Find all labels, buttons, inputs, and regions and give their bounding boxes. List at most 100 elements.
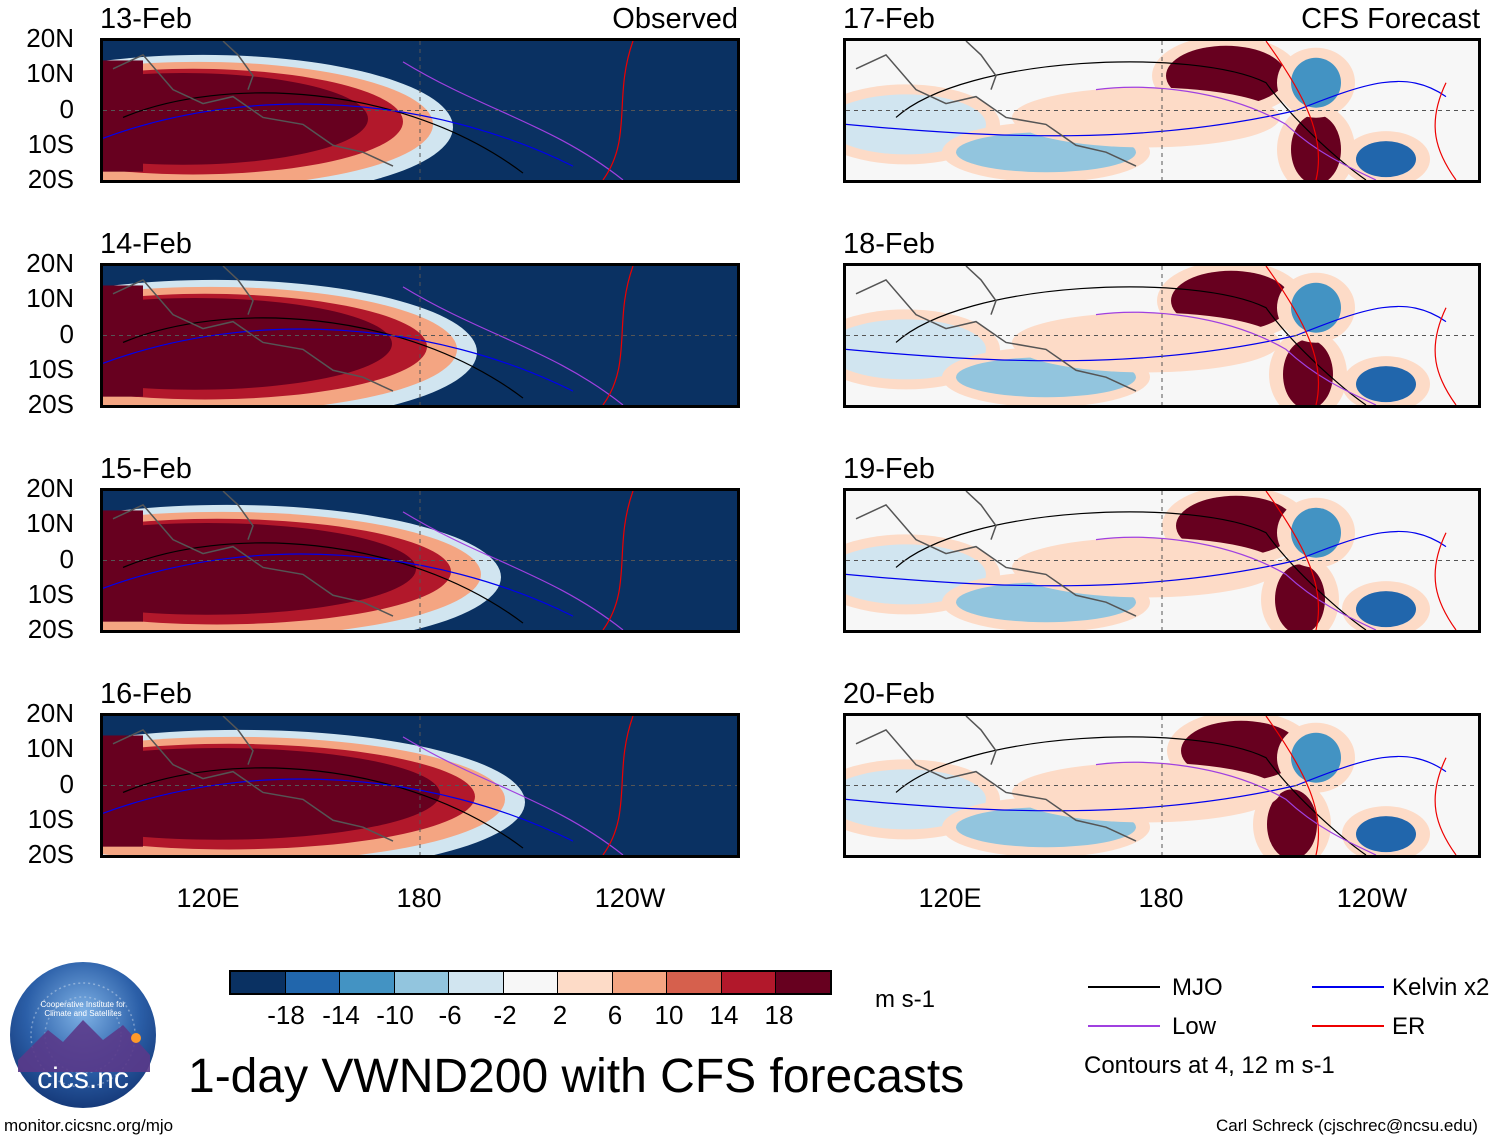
map-panel-observed	[100, 38, 740, 183]
map-panel-forecast	[843, 488, 1481, 633]
low-contour	[1095, 536, 1377, 630]
lat-tick-label: 0	[59, 544, 74, 574]
kelvin-contour	[846, 80, 1447, 137]
lat-tick-label: 0	[59, 94, 74, 124]
kelvin-contour	[103, 328, 574, 392]
er-contour	[602, 41, 634, 180]
lon-tick-label: 180	[396, 883, 442, 913]
map-panel-observed	[100, 488, 740, 633]
panel-date: 17-Feb	[843, 3, 935, 35]
colorbar-swatch	[339, 972, 394, 993]
vwind-anomaly-area	[1181, 720, 1301, 781]
panel-date: 15-Feb	[100, 453, 192, 485]
low-contour	[402, 736, 624, 855]
lat-tick-label: 0	[59, 769, 74, 799]
er-contour	[1265, 266, 1457, 405]
coastline	[965, 716, 997, 765]
lat-tick-label: 20N	[26, 248, 74, 278]
vwind-anomaly-area	[846, 94, 986, 155]
vwind-anomaly-area	[1291, 732, 1341, 783]
colorbar-tick-label: 6	[607, 1000, 623, 1030]
vwind-anomaly-area	[1291, 507, 1341, 558]
vwind-anomaly-area	[846, 769, 986, 830]
legend-swatch-kelvin	[1312, 986, 1384, 988]
map-svg	[103, 41, 737, 180]
vwind-anomaly-area	[1356, 366, 1416, 403]
colorbar-tick-label: 14	[709, 1000, 739, 1030]
colorbar-tick-label: -2	[493, 1000, 517, 1030]
lat-tick-label: 10S	[27, 579, 74, 609]
legend-swatch-er	[1312, 1025, 1384, 1027]
lat-tick-label: 10S	[27, 129, 74, 159]
legend-label-er: ER	[1392, 1013, 1426, 1040]
observed-column-title: Observed	[612, 3, 738, 35]
mjo-contour	[895, 511, 1367, 630]
lat-tick-label: 10N	[26, 733, 74, 763]
kelvin-contour	[846, 755, 1447, 812]
er-contour	[602, 491, 634, 630]
vwind-anomaly-area	[1356, 141, 1416, 178]
colorbar-swatch	[284, 972, 340, 993]
kelvin-contour	[103, 103, 574, 167]
lat-tick-label: 20S	[27, 164, 74, 194]
panel-date: 16-Feb	[100, 678, 192, 710]
vwind-positive-core	[103, 510, 143, 622]
colorbar-tick-label: -18	[267, 1000, 305, 1030]
map-svg	[103, 716, 737, 855]
panel-date: 18-Feb	[843, 228, 935, 260]
map-panel-forecast	[843, 713, 1481, 858]
map-svg	[846, 491, 1478, 630]
mjo-contour	[122, 317, 524, 399]
colorbar-tick-label: -6	[438, 1000, 462, 1030]
vwind-positive-core	[103, 285, 143, 397]
er-contour	[602, 716, 634, 855]
mjo-contour	[895, 286, 1367, 405]
coastline	[855, 503, 1137, 617]
panel-date: 14-Feb	[100, 228, 192, 260]
er-contour	[1265, 716, 1457, 855]
map-panel-observed	[100, 713, 740, 858]
vwind-anomaly-area	[1026, 322, 1266, 363]
lat-tick-label: 20N	[26, 698, 74, 728]
colorbar-swatch	[557, 972, 612, 993]
lon-tick-label: 120E	[176, 883, 240, 913]
colorbar-swatch	[393, 972, 449, 993]
vwind-positive-core	[103, 522, 416, 615]
coastline	[965, 266, 997, 315]
main-title: 1-day VWND200 with CFS forecasts	[188, 1050, 965, 1103]
low-contour	[402, 511, 624, 630]
low-contour	[402, 61, 624, 180]
lat-tick-label: 10N	[26, 283, 74, 313]
lat-tick-label: 20S	[27, 389, 74, 419]
vwind-anomaly-area	[1291, 282, 1341, 333]
coastline	[965, 491, 997, 540]
map-svg	[846, 41, 1478, 180]
vwind-anomaly-area	[846, 319, 986, 380]
map-panel-forecast	[843, 263, 1481, 408]
lat-tick-label: 10N	[26, 508, 74, 538]
vwind-positive-core	[103, 60, 143, 172]
lat-tick-label: 20S	[27, 839, 74, 869]
lon-tick-label: 120W	[594, 883, 666, 913]
logo-text: cics.nc	[37, 1062, 129, 1095]
coastline	[855, 53, 1137, 167]
colorbar-units: m s-1	[875, 986, 935, 1013]
mjo-contour	[895, 736, 1367, 855]
kelvin-contour	[103, 553, 574, 617]
lat-tick-label: 10S	[27, 804, 74, 834]
vwind-anomaly-area	[846, 544, 986, 605]
coastline	[112, 728, 394, 842]
kelvin-contour	[846, 530, 1447, 587]
colorbar-tick-label: 2	[552, 1000, 568, 1030]
colorbar-swatch	[611, 972, 667, 993]
coastline	[112, 278, 394, 392]
map-panel-forecast	[843, 38, 1481, 183]
logo-ring-text: Cooperative Institute for Climate and Sa…	[40, 1000, 126, 1018]
panel-date: 20-Feb	[843, 678, 935, 710]
colorbar-tick-label: -14	[322, 1000, 360, 1030]
vwind-anomaly-area	[1275, 564, 1325, 630]
vwind-anomaly-area	[1267, 789, 1317, 855]
colorbar-swatch	[720, 972, 776, 993]
legend-swatch-low	[1088, 1025, 1160, 1027]
colorbar-boxes	[229, 970, 832, 995]
